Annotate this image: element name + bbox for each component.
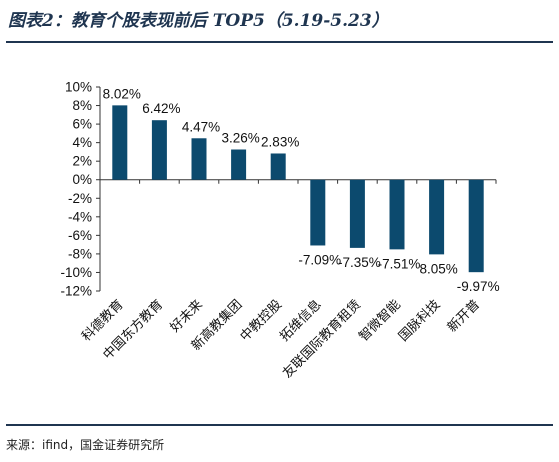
- top-rule: [6, 41, 553, 43]
- y-tick-label: 2%: [72, 154, 92, 169]
- data-label: 3.26%: [221, 130, 259, 145]
- y-tick-label: -4%: [68, 209, 92, 224]
- bottom-rule: [6, 424, 553, 426]
- data-label: -7.09%: [298, 252, 341, 267]
- y-tick-label: 6%: [72, 117, 92, 132]
- data-label: 4.47%: [182, 119, 220, 134]
- source-note: 来源：ifind，国金证券研究所: [6, 438, 165, 452]
- bar: [389, 179, 405, 250]
- y-tick-label: -12%: [60, 284, 92, 299]
- data-label: -7.35%: [338, 255, 381, 270]
- data-label: 8.02%: [103, 86, 141, 101]
- x-tick-label: 智微智能: [356, 297, 403, 344]
- bar: [468, 179, 484, 273]
- bar: [112, 105, 128, 180]
- y-tick-label: -8%: [68, 246, 92, 261]
- y-tick-label: 8%: [72, 98, 92, 113]
- data-label: -9.97%: [457, 279, 500, 294]
- bar: [310, 179, 326, 246]
- bar: [349, 179, 365, 248]
- x-tick-label: 新开普: [444, 297, 483, 336]
- data-label: -7.51%: [378, 256, 421, 271]
- data-label: 8.05%: [419, 261, 457, 276]
- y-tick-label: -6%: [68, 228, 92, 243]
- y-tick-label: 0%: [72, 172, 92, 187]
- y-tick-label: -10%: [60, 265, 92, 280]
- bar: [191, 138, 207, 180]
- bar: [429, 179, 445, 255]
- data-label: 6.42%: [142, 101, 180, 116]
- y-tick-label: 4%: [72, 135, 92, 150]
- figure-title: 图表2：教育个股表现前后 TOP5（5.19-5.23）: [8, 11, 389, 31]
- x-tick-label: 国脉科技: [396, 297, 443, 344]
- bar: [231, 149, 247, 180]
- bar: [270, 153, 286, 180]
- bar: [151, 120, 167, 180]
- y-tick-label: 10%: [65, 80, 92, 95]
- y-tick-label: -2%: [68, 191, 92, 206]
- data-label: 2.83%: [261, 134, 299, 149]
- x-tick-label: 好未来: [168, 297, 206, 335]
- x-tick-label: 中教控股: [237, 297, 285, 345]
